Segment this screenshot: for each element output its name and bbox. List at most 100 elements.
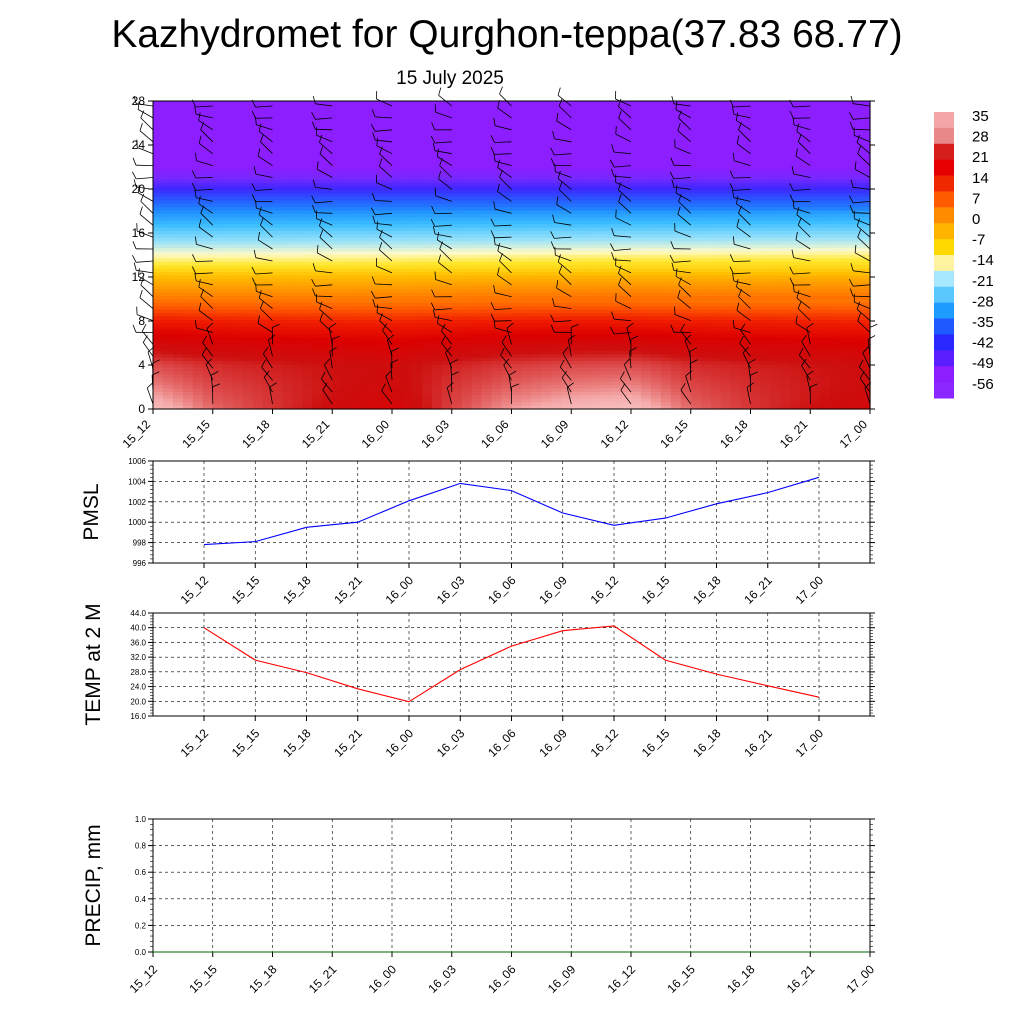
temperature-cell xyxy=(382,302,393,307)
temperature-cell xyxy=(770,251,781,256)
temperature-cell xyxy=(153,261,164,266)
temperature-cell xyxy=(322,237,333,242)
temperature-cell xyxy=(680,333,692,338)
temperature-cell xyxy=(720,313,732,318)
temperature-cell xyxy=(282,189,294,194)
temperature-cell xyxy=(631,296,642,301)
temperature-cell xyxy=(431,227,443,232)
temperature-cell xyxy=(680,118,692,123)
temperature-cell xyxy=(541,148,552,153)
temperature-cell xyxy=(421,104,433,109)
temperature-cell xyxy=(302,241,313,246)
temperature-cell xyxy=(860,313,871,318)
temperature-cell xyxy=(302,258,313,263)
temperature-cell xyxy=(302,299,313,304)
temperature-cell xyxy=(162,148,174,153)
temperature-cell xyxy=(511,189,523,194)
temperature-cell xyxy=(212,128,224,133)
temperature-cell xyxy=(441,241,453,246)
temperature-cell xyxy=(222,330,234,335)
temperature-cell xyxy=(272,183,284,188)
temperature-cell xyxy=(302,224,313,229)
temperature-cell xyxy=(252,227,264,232)
temperature-cell xyxy=(182,169,194,174)
temperature-cell xyxy=(780,207,791,212)
temperature-cell xyxy=(640,111,652,116)
temperature-cell xyxy=(511,330,523,335)
temperature-cell xyxy=(680,241,692,246)
temperature-cell xyxy=(840,176,851,181)
temperature-cell xyxy=(640,172,652,177)
temperature-cell xyxy=(601,272,612,277)
temperature-cell xyxy=(471,213,483,218)
temperature-cell xyxy=(392,166,403,171)
temperature-cell xyxy=(631,251,642,256)
temperature-cell xyxy=(601,227,612,232)
temperature-cell xyxy=(172,272,184,277)
temperature-cell xyxy=(372,313,383,318)
temperature-cell xyxy=(212,101,224,106)
temperature-cell xyxy=(362,258,373,263)
temperature-cell xyxy=(541,111,552,116)
temperature-cell xyxy=(800,196,811,201)
temperature-cell xyxy=(262,272,274,277)
temperature-cell xyxy=(601,114,612,119)
temperature-cell xyxy=(531,118,542,123)
temperature-cell xyxy=(372,207,383,212)
temperature-cell xyxy=(252,237,264,242)
temperature-cell xyxy=(521,121,533,126)
temperature-cell xyxy=(700,104,712,109)
temperature-cell xyxy=(252,278,264,283)
temperature-cell xyxy=(252,330,264,335)
temperature-cell xyxy=(411,220,423,225)
temperature-cell xyxy=(511,200,523,205)
temperature-cell xyxy=(162,272,174,277)
temperature-cell xyxy=(421,285,433,290)
temperature-cell xyxy=(222,302,234,307)
temperature-cell xyxy=(631,213,642,218)
temperature-cell xyxy=(611,333,622,338)
temperature-cell xyxy=(561,101,572,106)
temperature-cell xyxy=(551,248,562,253)
temperature-cell xyxy=(690,207,702,212)
temperature-cell xyxy=(212,176,224,181)
temperature-cell xyxy=(710,193,722,198)
temperature-cell xyxy=(830,176,841,181)
temperature-cell xyxy=(491,326,503,331)
temperature-cell xyxy=(660,333,672,338)
temperature-cell xyxy=(441,306,453,311)
temperature-cell xyxy=(660,268,672,273)
temperature-cell xyxy=(302,145,313,150)
temperature-cell xyxy=(521,234,533,239)
temperature-cell xyxy=(312,224,323,229)
temperature-cell xyxy=(581,138,592,143)
temperature-cell xyxy=(541,172,552,177)
temperature-cell xyxy=(700,118,712,123)
temperature-cell xyxy=(521,118,533,123)
temperature-cell xyxy=(551,159,562,164)
temperature-cell xyxy=(740,121,752,126)
temperature-cell xyxy=(431,155,443,160)
temperature-cell xyxy=(242,302,254,307)
temperature-cell xyxy=(800,309,811,314)
temperature-cell xyxy=(222,292,234,297)
temperature-cell xyxy=(511,302,523,307)
temperature-cell xyxy=(501,121,513,126)
temperature-cell xyxy=(810,268,821,273)
temperature-cell xyxy=(730,166,742,171)
temperature-cell xyxy=(272,220,284,225)
temperature-cell xyxy=(631,142,642,147)
temperature-cell xyxy=(182,138,194,143)
temperature-cell xyxy=(332,114,343,119)
temperature-cell xyxy=(670,155,682,160)
temperature-cell xyxy=(760,241,772,246)
temperature-cell xyxy=(790,138,801,143)
temperature-cell xyxy=(670,138,682,143)
temperature-cell xyxy=(382,289,393,294)
temperature-cell xyxy=(431,248,443,253)
temperature-cell xyxy=(561,309,572,314)
temperature-cell xyxy=(322,306,333,311)
temperature-cell xyxy=(302,172,313,177)
temperature-cell xyxy=(511,124,523,129)
temperature-cell xyxy=(153,231,164,236)
